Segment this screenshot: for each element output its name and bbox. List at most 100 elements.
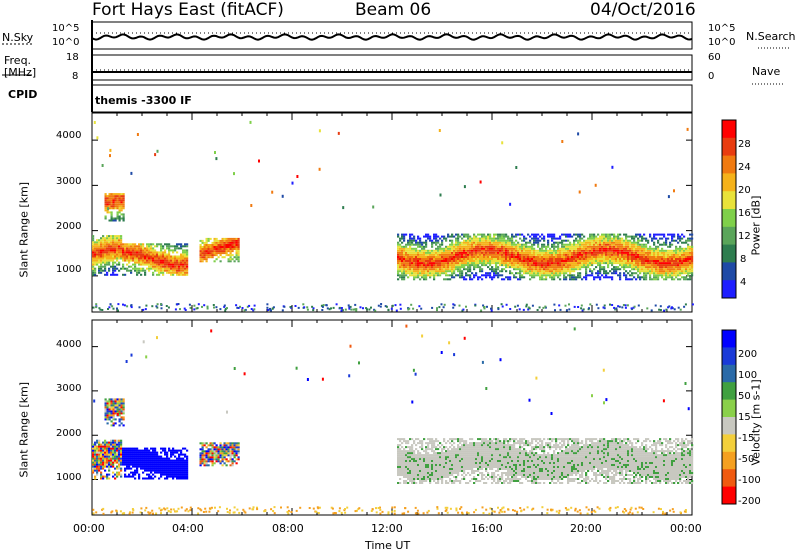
power-echo-cell: [463, 251, 466, 254]
velocity-echo-cell: [116, 398, 119, 401]
power-echo-cell: [579, 266, 582, 269]
power-echo-cell: [523, 239, 526, 242]
power-echo-cell: [553, 262, 556, 265]
power-echo-cell: [651, 264, 654, 267]
power-echo-cell: [629, 253, 632, 256]
power-echo-cell: [421, 247, 424, 250]
power-echo-cell: [170, 263, 173, 266]
power-echo-cell: [174, 261, 177, 264]
power-echo-cell: [655, 268, 658, 271]
power-echo-cell: [397, 243, 400, 246]
velocity-echo-cell: [207, 456, 210, 459]
power-echo-cell: [547, 266, 550, 269]
velocity-echo-cell: [108, 457, 111, 460]
power-echo-cell: [397, 251, 400, 254]
velocity-echo-cell: [174, 449, 177, 452]
power-ground-cell: [311, 305, 314, 308]
velocity-echo-cell: [199, 464, 202, 467]
power-echo-cell: [118, 199, 121, 202]
power-echo-cell: [405, 233, 408, 236]
power-echo-cell: [447, 264, 450, 267]
power-echo-cell: [397, 253, 400, 256]
power-echo-cell: [653, 278, 656, 281]
power-echo-cell: [561, 249, 564, 252]
power-echo-cell: [493, 253, 496, 256]
velocity-echo-cell: [199, 462, 202, 465]
power-echo-cell: [413, 276, 416, 279]
power-echo-cell: [203, 241, 206, 244]
power-echo-cell: [511, 258, 514, 260]
velocity-echo-cell: [116, 467, 119, 470]
velocity-echo-cell: [118, 451, 121, 454]
power-echo-cell: [443, 264, 446, 267]
power-echo-cell: [176, 247, 179, 250]
power-echo-cell: [425, 272, 428, 275]
power-echo-cell: [493, 235, 496, 238]
power-echo-cell: [639, 233, 642, 236]
power-echo-cell: [585, 241, 588, 244]
power-echo-cell: [501, 274, 504, 277]
power-echo-cell: [639, 264, 642, 267]
power-echo-cell: [673, 239, 676, 242]
power-echo-cell: [505, 233, 508, 236]
velocity-echo-cell: [108, 449, 111, 452]
power-echo-cell: [633, 245, 636, 248]
power-echo-cell: [605, 235, 608, 238]
velocity-echo-cell: [114, 406, 117, 409]
power-echo-cell: [110, 259, 113, 262]
power-echo-cell: [435, 233, 438, 236]
velocity-echo-cell: [108, 459, 111, 462]
power-ground-cell: [384, 305, 387, 308]
power-echo-cell: [663, 266, 666, 269]
power-echo-cell: [509, 237, 512, 240]
power-echo-cell: [415, 270, 418, 273]
power-echo-cell: [112, 245, 115, 248]
velocity-echo-cell: [110, 424, 113, 427]
power-echo-cell: [439, 247, 442, 250]
power-echo-cell: [509, 270, 512, 273]
power-ground-cell: [597, 307, 600, 310]
power-sparse-cell: [291, 181, 294, 185]
power-echo-cell: [92, 273, 95, 276]
power-echo-cell: [557, 237, 560, 240]
power-echo-cell: [479, 247, 482, 250]
power-ground-cell: [206, 305, 209, 308]
power-echo-cell: [429, 239, 432, 242]
power-echo-cell: [138, 249, 141, 252]
power-echo-cell: [553, 253, 556, 256]
power-echo-cell: [471, 264, 474, 267]
power-echo-cell: [217, 252, 220, 255]
power-echo-cell: [583, 245, 586, 248]
power-echo-cell: [445, 260, 448, 262]
velocity-echo-cell: [100, 461, 103, 464]
power-echo-cell: [176, 265, 179, 268]
power-echo-cell: [509, 260, 512, 262]
velocity-echo-cell: [205, 450, 208, 453]
power-echo-cell: [237, 246, 240, 248]
power-echo-cell: [421, 272, 424, 275]
power-echo-cell: [217, 248, 220, 250]
velocity-echo-cell: [158, 459, 161, 462]
power-echo-cell: [122, 193, 125, 196]
power-echo-cell: [199, 250, 202, 253]
power-echo-cell: [667, 262, 670, 265]
power-echo-cell: [635, 235, 638, 238]
power-echo-cell: [545, 247, 548, 250]
power-echo-cell: [116, 205, 119, 208]
power-echo-cell: [667, 268, 670, 271]
power-echo-cell: [110, 241, 113, 244]
power-echo-cell: [503, 245, 506, 248]
power-echo-cell: [525, 253, 528, 256]
power-echo-cell: [441, 253, 444, 256]
power-echo-cell: [567, 243, 570, 246]
velocity-echo-cell: [110, 463, 113, 466]
power-echo-cell: [150, 253, 153, 256]
power-echo-cell: [102, 239, 105, 242]
power-echo-cell: [499, 253, 502, 256]
power-echo-cell: [677, 278, 680, 281]
power-echo-cell: [563, 274, 566, 277]
velocity-echo-cell: [102, 441, 105, 444]
power-echo-cell: [599, 258, 602, 260]
power-echo-cell: [431, 253, 434, 256]
velocity-echo-cell: [110, 404, 113, 407]
